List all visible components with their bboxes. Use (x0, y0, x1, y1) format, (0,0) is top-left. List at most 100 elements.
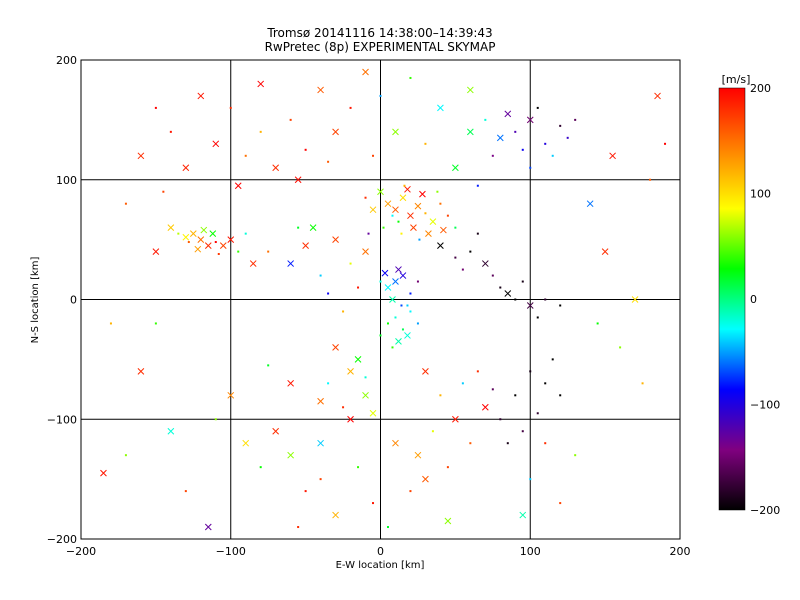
data-point-dot (409, 310, 412, 313)
data-point-dot (357, 286, 360, 289)
data-point-cross (317, 439, 324, 447)
y-tick-label: 100 (56, 174, 77, 187)
data-point-dot (559, 124, 562, 127)
data-point-dot (379, 334, 382, 337)
scatter-points (100, 68, 667, 531)
y-tick-label: 0 (70, 294, 77, 307)
data-point-dot (379, 280, 382, 283)
data-point-cross (452, 164, 459, 172)
data-point-dot (641, 382, 644, 385)
data-point-dot (424, 142, 427, 145)
data-point-cross (272, 427, 280, 435)
data-point-cross (332, 236, 339, 243)
data-point-dot (514, 130, 517, 133)
data-point-cross (182, 233, 190, 241)
data-point-cross (332, 511, 339, 519)
data-point-cross (395, 338, 402, 345)
data-point-dot (342, 406, 345, 409)
data-point-cross (504, 110, 512, 118)
data-point-dot (521, 430, 524, 433)
data-point-dot (424, 212, 427, 215)
data-point-dot (401, 328, 404, 331)
colorbar-tick-labels: 200 100 0 −100 −200 (750, 82, 780, 517)
data-point-dot (536, 316, 539, 319)
data-point-cross (526, 302, 534, 309)
data-point-dot (391, 346, 394, 349)
data-point-dot (382, 226, 385, 229)
data-point-dot (364, 376, 367, 379)
data-point-cross (419, 190, 426, 198)
data-point-dot (476, 232, 479, 235)
data-point-dot (259, 466, 262, 469)
data-point-dot (514, 298, 517, 301)
data-point-dot (367, 232, 370, 235)
data-point-dot (154, 322, 157, 325)
data-point-cross (189, 230, 197, 237)
data-point-dot (649, 178, 652, 181)
data-point-cross (204, 242, 212, 249)
data-point-cross (407, 212, 414, 220)
data-point-dot (559, 394, 562, 397)
data-point-cross (182, 164, 190, 172)
data-point-dot (217, 252, 220, 255)
data-point-dot (379, 94, 382, 97)
data-point-dot (484, 118, 487, 121)
data-point-cross (369, 206, 377, 214)
data-point-dot (319, 274, 322, 277)
data-point-dot (259, 130, 262, 133)
data-point-dot (454, 256, 457, 259)
chart-subtitle: RwPretec (8p) EXPERIMENTAL SKYMAP (265, 40, 496, 54)
data-point-dot (664, 142, 667, 145)
data-point-dot (289, 118, 292, 121)
data-point-cross (414, 451, 422, 459)
data-point-cross (481, 403, 489, 411)
data-point-cross (369, 409, 377, 417)
data-point-dot (304, 148, 307, 151)
data-point-dot (109, 322, 112, 325)
data-point-dot (536, 412, 539, 415)
data-point-cross (362, 248, 369, 255)
colorbar-tick-label: −100 (750, 399, 780, 412)
data-point-cross (399, 272, 407, 279)
data-point-dot (297, 226, 300, 229)
data-point-dot (400, 232, 403, 235)
data-point-cross (287, 260, 295, 267)
data-point-cross (437, 104, 444, 112)
y-tick-label: 200 (56, 54, 77, 67)
y-tick-label: −100 (47, 413, 77, 426)
x-axis-label: E-W location [km] (336, 560, 425, 571)
data-point-dot (187, 241, 190, 244)
data-point-dot (386, 322, 389, 325)
x-tick-label: −200 (66, 545, 96, 558)
data-point-cross (332, 344, 339, 351)
data-point-dot (529, 370, 532, 373)
data-point-dot (476, 184, 479, 187)
data-point-cross (194, 245, 202, 253)
data-point-dot (349, 262, 352, 265)
data-point-cross (384, 284, 392, 291)
data-point-dot (124, 202, 127, 205)
data-point-cross (422, 367, 429, 375)
data-point-cross (317, 86, 324, 94)
data-point-cross (167, 224, 175, 232)
data-point-dot (461, 268, 464, 271)
data-point-dot (461, 382, 464, 385)
data-point-dot (169, 130, 172, 133)
data-point-cross (200, 226, 208, 234)
colorbar-tick-label: 0 (750, 293, 757, 306)
data-point-dot (267, 364, 270, 367)
data-point-cross (227, 391, 235, 399)
data-point-dot (342, 310, 345, 313)
data-point-dot (267, 250, 270, 253)
data-point-cross (257, 80, 265, 88)
data-point-dot (154, 106, 157, 109)
data-point-dot (409, 292, 412, 295)
data-point-dot (397, 220, 400, 223)
data-point-cross (466, 86, 474, 94)
data-point-dot (619, 346, 622, 349)
data-point-cross (347, 415, 354, 423)
data-point-dot (491, 154, 494, 157)
data-point-cross (234, 182, 242, 190)
data-point-cross (519, 511, 527, 519)
